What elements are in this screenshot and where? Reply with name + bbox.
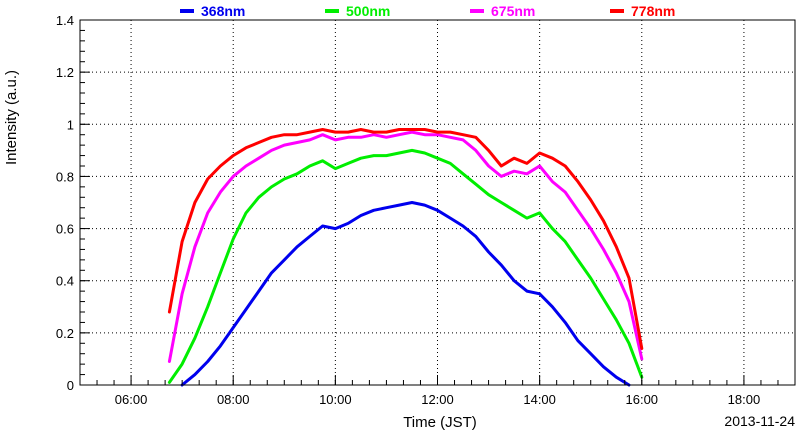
x-tick-label: 08:00 bbox=[217, 392, 250, 407]
series-line-675nm bbox=[167, 130, 644, 363]
y-tick-label: 0.2 bbox=[56, 326, 74, 341]
y-axis-title: Intensity (a.u.) bbox=[3, 70, 20, 165]
legend-label: 368nm bbox=[201, 3, 245, 19]
series-line-778nm bbox=[167, 128, 644, 350]
y-tick-label: 0.6 bbox=[56, 222, 74, 237]
legend-label: 675nm bbox=[491, 3, 535, 19]
x-tick-label: 12:00 bbox=[421, 392, 454, 407]
y-tick-label: 0.8 bbox=[56, 169, 74, 184]
date-label: 2013-11-24 bbox=[724, 413, 795, 429]
y-tick-label: 1.2 bbox=[56, 65, 74, 80]
series-line-500nm bbox=[167, 148, 644, 384]
x-tick-label: 10:00 bbox=[319, 392, 352, 407]
grid bbox=[80, 20, 795, 385]
y-tick-label: 0 bbox=[67, 378, 74, 393]
y-tick-label: 1.4 bbox=[56, 13, 74, 28]
plot-lines bbox=[167, 128, 644, 387]
series-line-368nm bbox=[180, 201, 631, 387]
plot-frame bbox=[79, 19, 796, 386]
legend-label: 778nm bbox=[631, 3, 675, 19]
x-tick-label: 18:00 bbox=[728, 392, 761, 407]
y-tick-label: 1 bbox=[67, 117, 74, 132]
y-tick-labels: 0 0.2 0.4 0.6 0.8 1 1.2 1.4 bbox=[56, 13, 74, 393]
x-axis-title: Time (JST) bbox=[403, 414, 477, 431]
x-tick-label: 16:00 bbox=[626, 392, 659, 407]
x-tick-label: 14:00 bbox=[523, 392, 556, 407]
legend-label: 500nm bbox=[346, 3, 390, 19]
y-tick-label: 0.4 bbox=[56, 274, 74, 289]
legend: 368nm 500nm 675nm 778nm bbox=[180, 3, 675, 19]
axis-ticks bbox=[79, 19, 796, 386]
x-tick-label: 06:00 bbox=[115, 392, 148, 407]
x-tick-labels: 06:00 08:00 10:00 12:00 14:00 16:00 18:00 bbox=[115, 392, 760, 407]
